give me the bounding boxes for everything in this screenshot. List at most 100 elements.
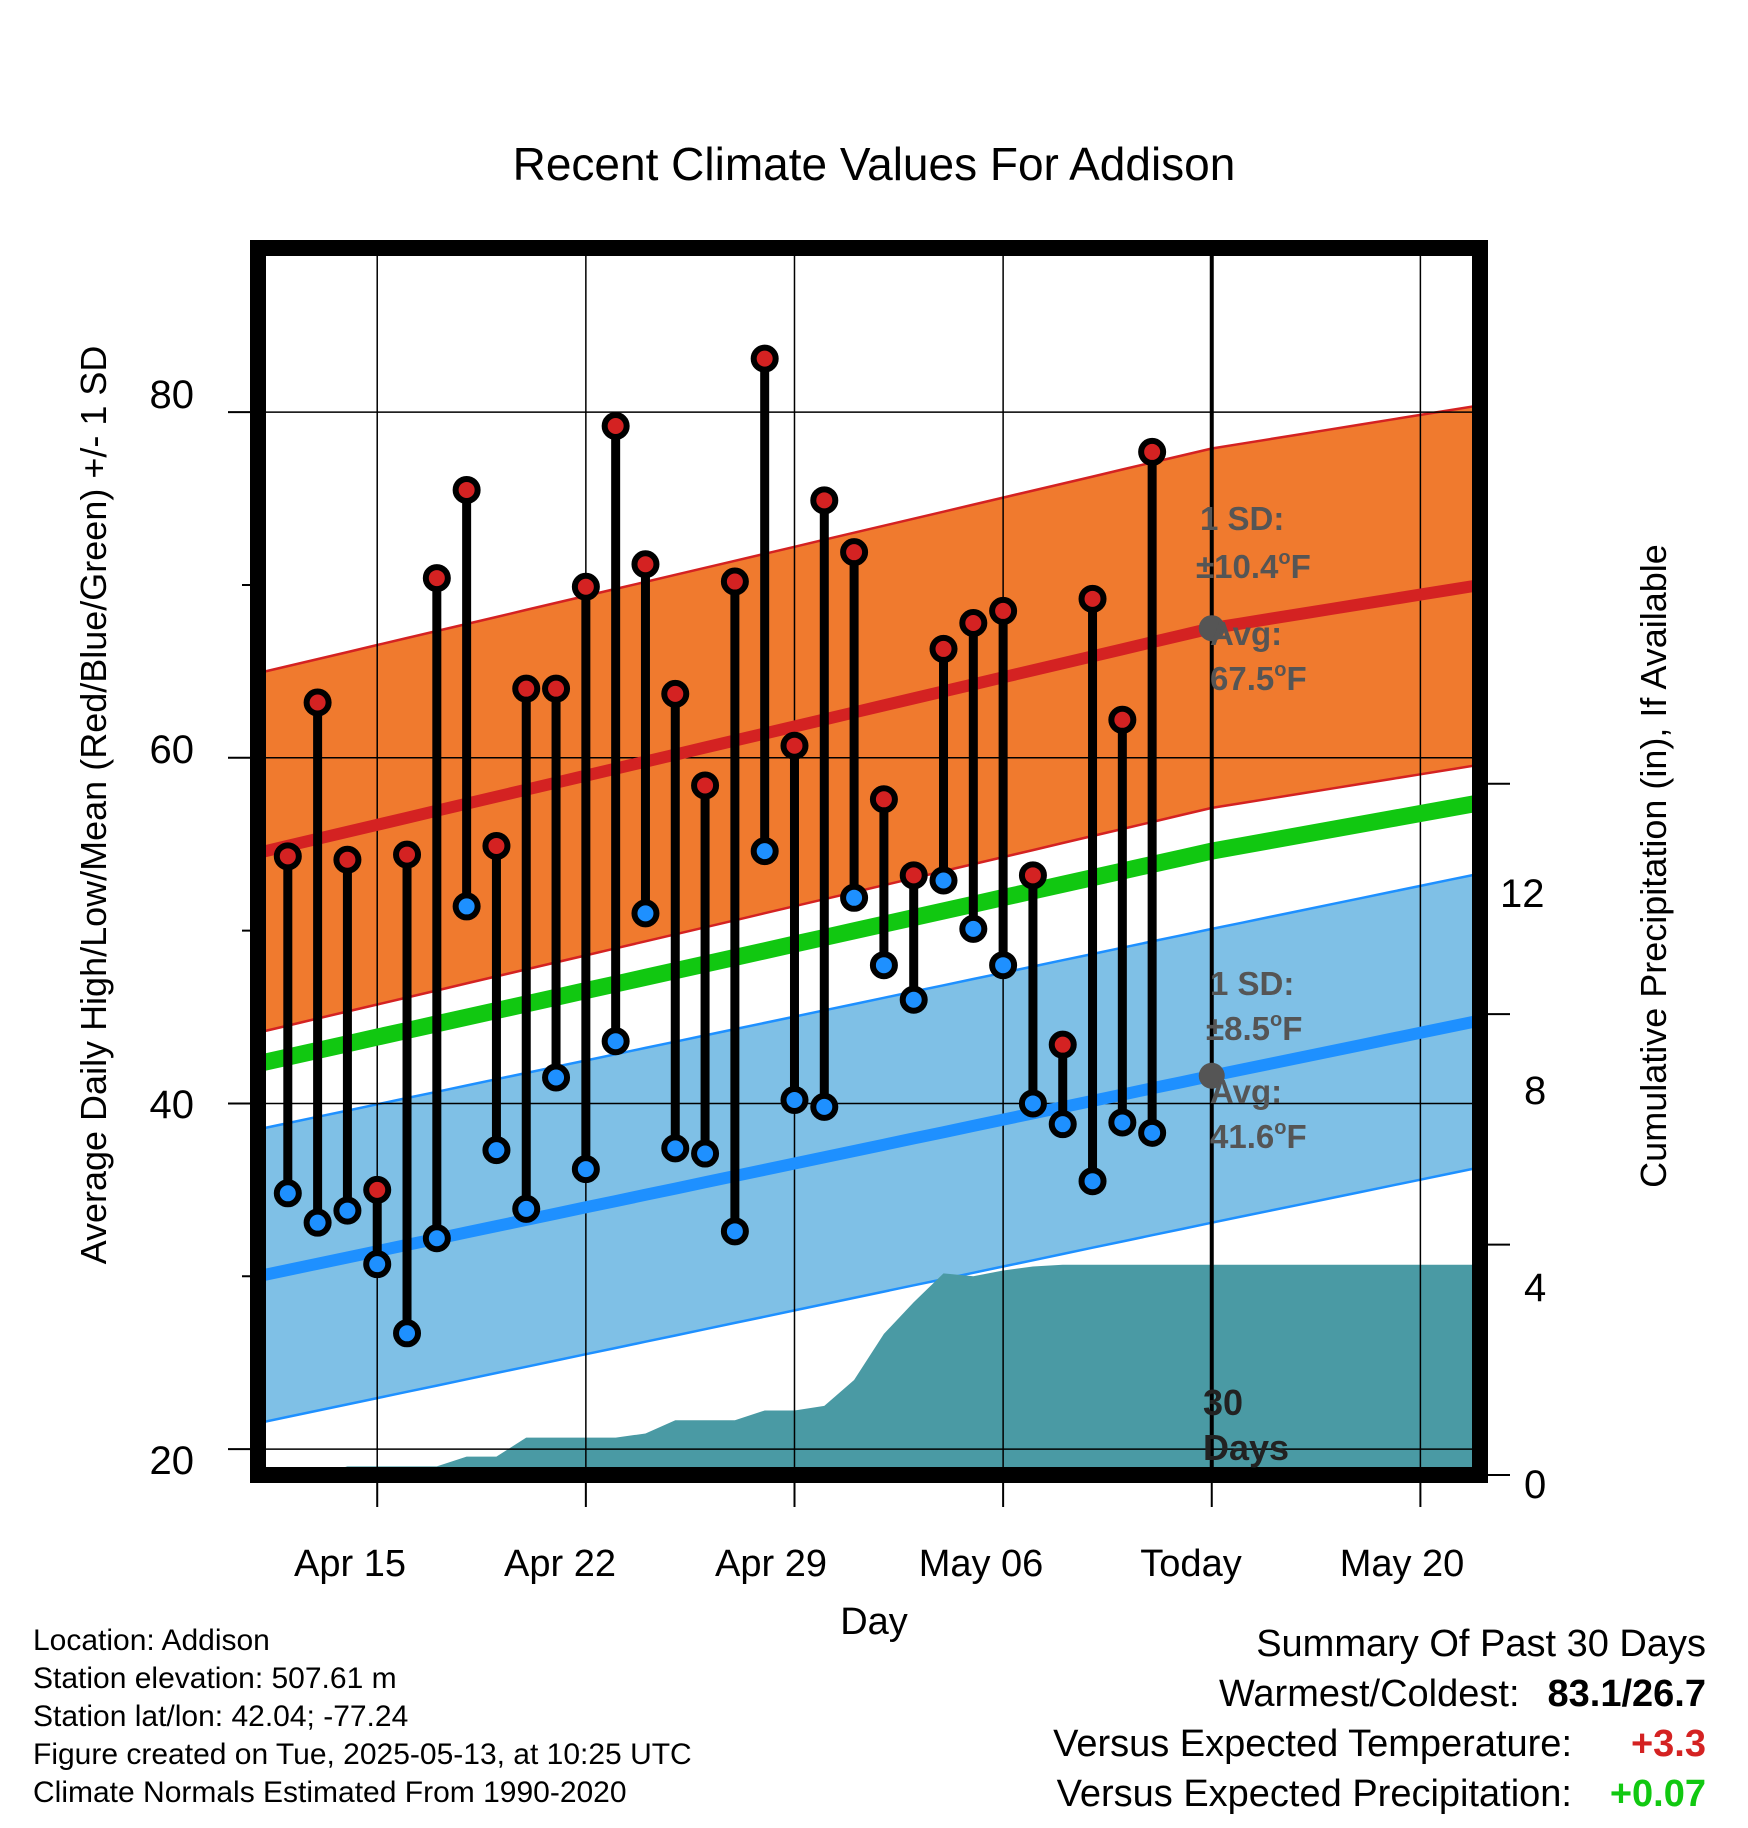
y-tick-labels-right: 0 4 8 12	[1500, 872, 1546, 1507]
high-sd-value: ±10.4oF	[1196, 547, 1311, 585]
station-location: Location: Addison	[33, 1624, 270, 1657]
daily-high-point	[929, 634, 958, 663]
mean-normal-line	[256, 794, 1482, 1072]
low-sd-unit: F	[1282, 1010, 1302, 1047]
summary-warm-cold: Warmest/Coldest: 83.1/26.7	[1219, 1670, 1706, 1718]
daily-high-point	[393, 840, 422, 869]
daily-high-point	[1108, 705, 1137, 734]
daily-low-point	[869, 951, 898, 980]
days-window-unit: Days	[1203, 1427, 1289, 1468]
x-tick-label: May 20	[1340, 1543, 1465, 1585]
daily-high-point	[1018, 861, 1047, 890]
today-high-normal-marker	[1198, 615, 1225, 642]
daily-low-point	[840, 883, 869, 912]
daily-low-point	[1108, 1108, 1137, 1137]
daily-low-point	[1018, 1089, 1047, 1118]
low-sd-value: ±8.5oF	[1206, 1009, 1302, 1047]
daily-low-point	[512, 1194, 541, 1223]
daily-high-point	[899, 861, 928, 890]
warm-cold-label: Warmest/Coldest:	[1218, 1673, 1520, 1715]
high-lower-sd-line	[257, 763, 1481, 1034]
high-normal-annotation: 1 SD: ±10.4oF Avg: 67.5oF	[1196, 500, 1311, 697]
summary-temp: Versus Expected Temperature: +3.3	[1053, 1720, 1706, 1768]
y-tick-label: 80	[150, 373, 195, 417]
precip-delta-label: Versus Expected Precipitation:	[1056, 1773, 1572, 1815]
high-upper-sd-line	[257, 404, 1481, 675]
low-avg-value: 41.6oF	[1210, 1117, 1307, 1155]
high-avg-label: Avg:	[1210, 615, 1282, 652]
daily-low-point	[542, 1063, 571, 1092]
daily-high-point	[482, 831, 511, 860]
y-axis-label-left: Average Daily High/Low/Mean (Red/Blue/Gr…	[73, 346, 114, 1265]
daily-high-point	[601, 412, 630, 441]
daily-high-point	[869, 785, 898, 814]
daily-low-point	[959, 914, 988, 943]
low-sd-number: ±8.5	[1206, 1010, 1270, 1047]
days-window-number: 30	[1203, 1382, 1243, 1423]
daily-high-point	[333, 845, 362, 874]
daily-low-point	[363, 1250, 392, 1279]
daily-high-point	[810, 486, 839, 515]
y-tick-label-right: 0	[1524, 1463, 1546, 1507]
x-tick-label: Apr 29	[715, 1543, 827, 1585]
y-axis-label-right: Cumulative Precipitation (in), If Availa…	[1633, 544, 1674, 1188]
daily-low-point	[810, 1092, 839, 1121]
daily-low-point	[631, 899, 660, 928]
x-tick-label: Today	[1140, 1543, 1241, 1585]
daily-low-point	[780, 1085, 809, 1114]
daily-high-point	[542, 674, 571, 703]
station-latlon: Station lat/lon: 42.04; -77.24	[33, 1700, 409, 1733]
temp-delta-label: Versus Expected Temperature:	[1053, 1723, 1572, 1765]
daily-high-point	[512, 674, 541, 703]
daily-low-point	[393, 1319, 422, 1348]
daily-high-point	[989, 596, 1018, 625]
daily-high-point	[363, 1175, 392, 1204]
low-sd-label: 1 SD:	[1210, 965, 1294, 1002]
high-avg-number: 67.5	[1210, 660, 1274, 697]
high-sd-number: ±10.4	[1196, 548, 1279, 585]
daily-high-point	[422, 564, 451, 593]
precip-delta-value: +0.07	[1609, 1773, 1706, 1815]
high-sd-band	[258, 405, 1480, 1033]
daily-high-point	[452, 475, 481, 504]
daily-high-point	[691, 771, 720, 800]
daily-high-point	[1078, 584, 1107, 613]
daily-low-point	[1138, 1118, 1167, 1147]
daily-low-point	[929, 866, 958, 895]
daily-low-point	[1078, 1167, 1107, 1196]
daily-low-point	[303, 1208, 332, 1237]
daily-high-point	[840, 538, 869, 567]
daily-low-point	[452, 892, 481, 921]
daily-high-point	[303, 688, 332, 717]
low-normal-annotation: 1 SD: ±8.5oF Avg: 41.6oF	[1206, 965, 1307, 1155]
temp-delta-value: +3.3	[1630, 1723, 1706, 1765]
daily-low-point	[422, 1224, 451, 1253]
low-normal-line	[256, 1014, 1482, 1283]
daily-low-point	[661, 1134, 690, 1163]
plot-frame	[250, 240, 1488, 1483]
figure-created: Figure created on Tue, 2025-05-13, at 10…	[33, 1738, 692, 1771]
daily-low-point	[601, 1027, 630, 1056]
y-tick-label: 20	[150, 1439, 195, 1483]
y-tick-label: 40	[150, 1083, 195, 1127]
x-tick-label: Apr 15	[294, 1543, 406, 1585]
high-avg-value: 67.5oF	[1210, 659, 1307, 697]
x-tick-labels: Apr 15 Apr 22 Apr 29 May 06 Today May 20	[294, 1543, 1464, 1585]
daily-high-point	[750, 344, 779, 373]
high-sd-unit: F	[1291, 548, 1311, 585]
low-avg-label: Avg:	[1210, 1073, 1282, 1110]
plot-area	[228, 240, 1510, 1507]
station-info: Location: Addison Station elevation: 507…	[33, 1622, 692, 1812]
daily-low-point	[1048, 1110, 1077, 1139]
x-tick-label: Apr 22	[504, 1543, 616, 1585]
low-avg-number: 41.6	[1210, 1118, 1274, 1155]
station-elevation: Station elevation: 507.61 m	[33, 1662, 397, 1695]
low-avg-unit: F	[1286, 1118, 1306, 1155]
y-tick-label-right: 4	[1524, 1266, 1546, 1310]
daily-high-point	[631, 550, 660, 579]
summary-precip: Versus Expected Precipitation: +0.07	[1057, 1770, 1706, 1818]
low-lower-sd-line	[257, 1166, 1481, 1425]
daily-high-point	[571, 572, 600, 601]
daily-high-point	[959, 609, 988, 638]
